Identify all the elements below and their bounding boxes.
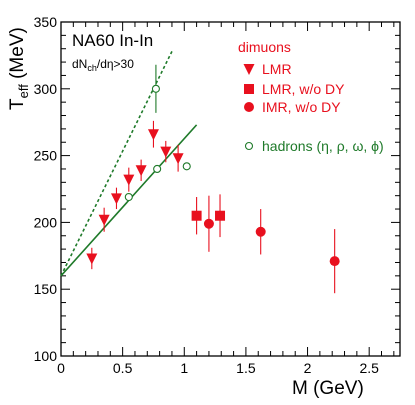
y-tick-label: 250 bbox=[34, 148, 58, 164]
y-tick-label: 200 bbox=[34, 214, 58, 230]
data-point-triangle-down bbox=[160, 146, 172, 158]
data-point-triangle-down bbox=[110, 193, 122, 205]
plot-area: 100 150 200 250 300 350 0 0.5 1 1.5 2 2.5 bbox=[34, 14, 401, 376]
legend-label: IMR, w/o DY bbox=[262, 99, 341, 115]
legend: LMR LMR, w/o DY IMR, w/o DY hadrons (η, ρ, … bbox=[243, 61, 384, 154]
y-tick-label: 350 bbox=[34, 14, 58, 30]
data-point-triangle-down bbox=[172, 153, 184, 165]
x-tick-label: 2 bbox=[304, 360, 312, 376]
x-tick-label: 0 bbox=[57, 360, 65, 376]
data-point-circle bbox=[255, 226, 266, 237]
y-axis-label: Teff (MeV) bbox=[7, 27, 31, 110]
data-point-open-circle bbox=[151, 84, 160, 93]
legend-label: LMR bbox=[262, 61, 292, 77]
data-point-triangle-down bbox=[86, 253, 98, 265]
annotation-cut-main: dN bbox=[72, 57, 87, 71]
data-point-triangle-down bbox=[123, 174, 135, 186]
annotation-system: NA60 In-In bbox=[72, 31, 153, 50]
legend-label: hadrons (η, ρ, ω, ϕ) bbox=[262, 138, 384, 154]
annotation-cut: dNch/dη>30 bbox=[72, 57, 134, 73]
data-point-circle bbox=[203, 218, 214, 229]
x-axis-label: M (GeV) bbox=[292, 378, 364, 399]
y-tick-label: 150 bbox=[34, 281, 58, 297]
legend-marker-square bbox=[244, 84, 254, 94]
x-tick-label: 1.5 bbox=[236, 360, 256, 376]
x-tick-label: 1 bbox=[180, 360, 188, 376]
y-axis-label-unit: (MeV) bbox=[7, 27, 28, 84]
data-point-square bbox=[215, 210, 226, 221]
data-point-open-circle bbox=[124, 192, 133, 202]
legend-marker-open-circle bbox=[244, 141, 254, 151]
legend-marker-triangle-down bbox=[243, 64, 255, 75]
y-tick-label: 300 bbox=[34, 81, 58, 97]
data-point-triangle-down bbox=[147, 129, 159, 141]
annotation-cut-sub: ch bbox=[87, 63, 97, 73]
x-tick-label: 2.5 bbox=[359, 360, 379, 376]
data-point-open-circle bbox=[153, 164, 162, 174]
data-point-triangle-down bbox=[98, 214, 110, 226]
data-point-open-circle bbox=[182, 162, 191, 171]
y-axis-label-sub: eff bbox=[16, 84, 31, 99]
data-point-square bbox=[191, 210, 202, 221]
data-point-circle bbox=[329, 256, 340, 267]
legend-marker-circle bbox=[244, 102, 254, 112]
legend-group-title: dimuons bbox=[238, 39, 291, 55]
x-tick-label: 0.5 bbox=[113, 360, 133, 376]
data-point-triangle-down bbox=[135, 165, 147, 177]
plot-frame bbox=[60, 21, 401, 357]
y-axis-label-main: T bbox=[7, 98, 28, 110]
y-tick-label: 100 bbox=[34, 348, 58, 364]
legend-label: LMR, w/o DY bbox=[262, 81, 345, 97]
annotation-cut-rest: /dη>30 bbox=[97, 57, 134, 71]
